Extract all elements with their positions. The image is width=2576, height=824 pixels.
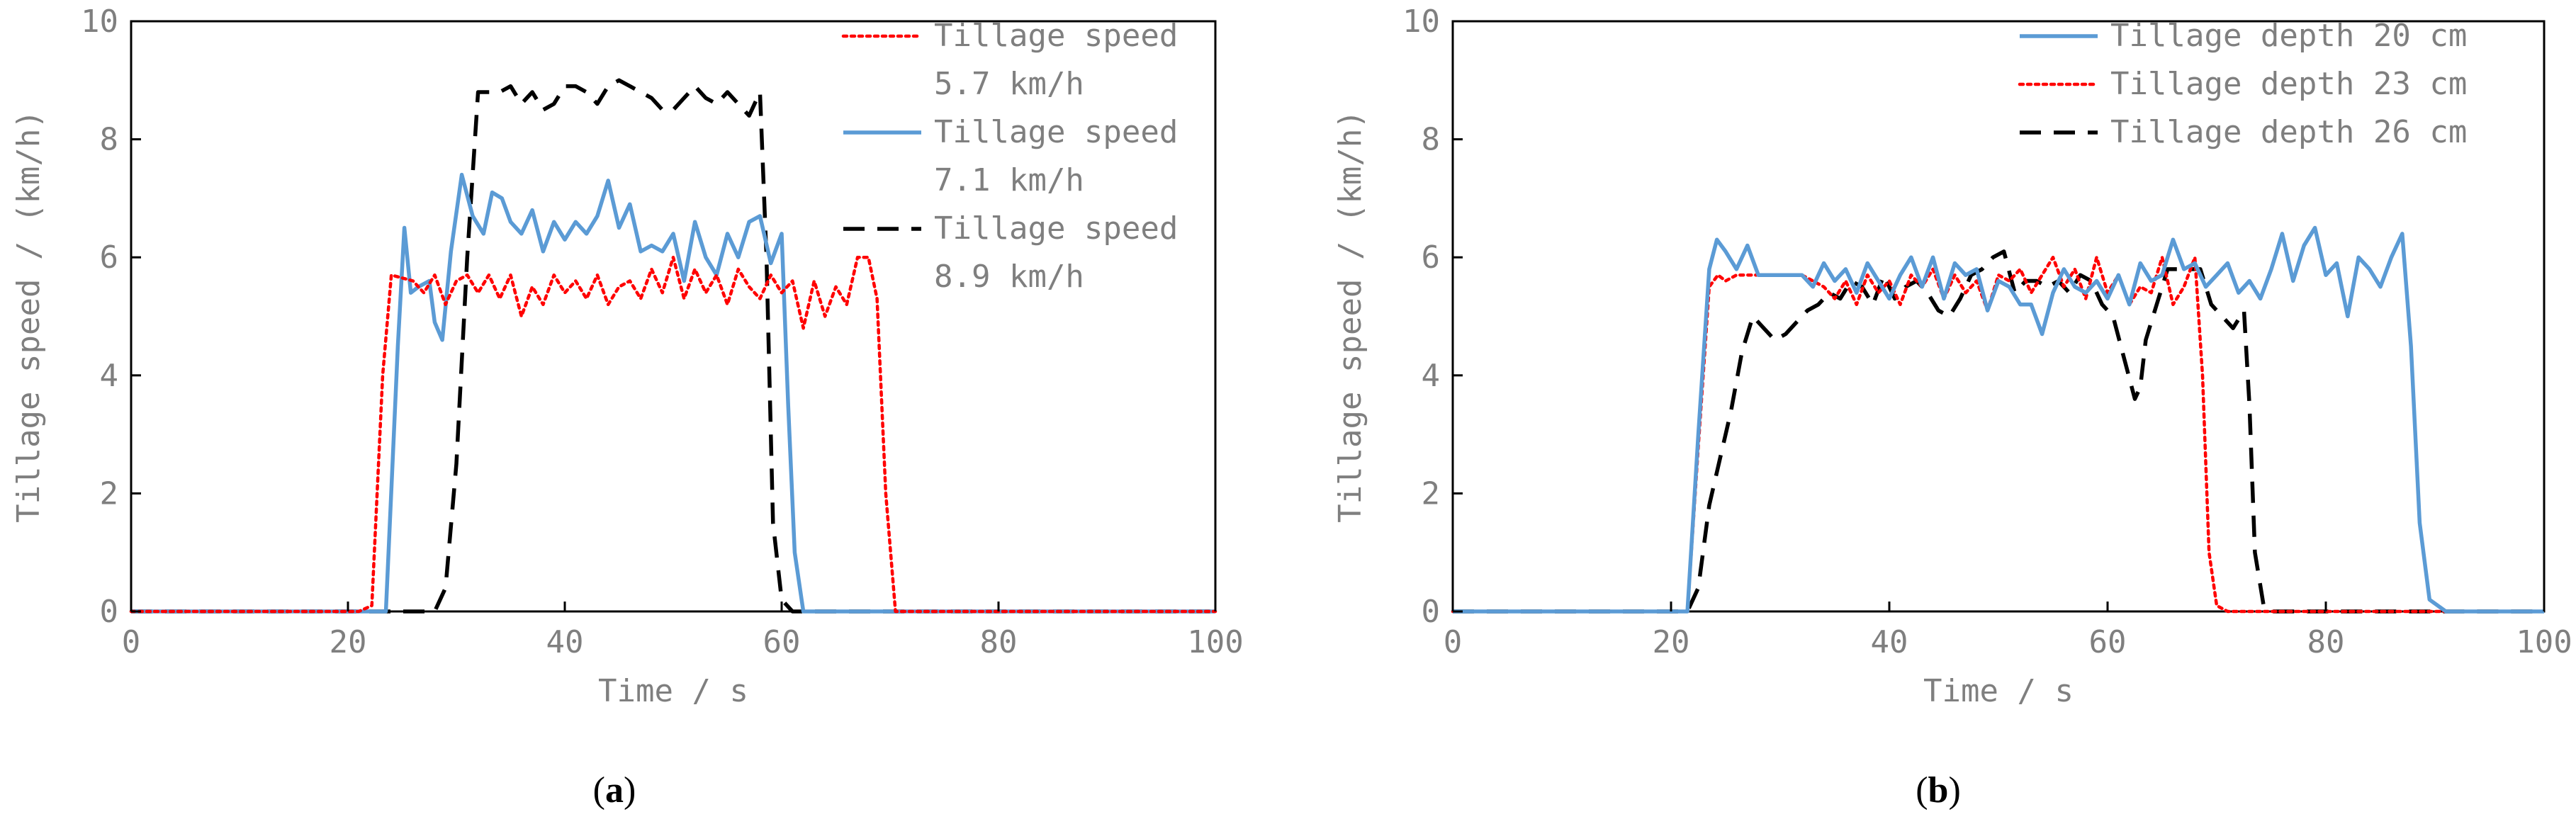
- series-group: [1451, 225, 2546, 614]
- y-tick-label: 10: [1402, 4, 1440, 40]
- legend-label: 7.1 km/h: [934, 162, 1084, 198]
- x-tick-label: 60: [2089, 624, 2127, 660]
- legend-label: Tillage speed: [934, 18, 1178, 54]
- panel-caption: (b): [1916, 770, 1961, 811]
- panel-letter: a: [605, 770, 624, 811]
- legend-label: Tillage depth 26 cm: [2110, 114, 2467, 150]
- legend-label: Tillage speed: [934, 210, 1178, 247]
- y-tick-label: 10: [81, 4, 118, 40]
- x-tick-label: 20: [330, 624, 367, 660]
- y-tick-label: 8: [1422, 122, 1441, 158]
- x-tick-label: 80: [980, 624, 1018, 660]
- legend-label: 8.9 km/h: [934, 259, 1084, 295]
- y-tick-label: 0: [1422, 594, 1441, 630]
- x-tick-label: 80: [2307, 624, 2345, 660]
- y-tick-label: 6: [100, 239, 119, 276]
- y-tick-label: 2: [100, 475, 119, 512]
- x-tick-label: 100: [1187, 624, 1243, 660]
- panel-caption: (a): [593, 770, 636, 811]
- legend: Tillage depth 20 cm Tillage depth 23 cm Ti…: [2018, 18, 2467, 150]
- legend-label: Tillage speed: [934, 114, 1178, 150]
- x-axis-label: Time / s: [1923, 673, 2074, 709]
- x-tick-label: 40: [1871, 624, 1908, 660]
- legend-label: Tillage depth 23 cm: [2110, 66, 2467, 102]
- x-axis-label: Time / s: [598, 673, 748, 709]
- y-tick-label: 6: [1422, 239, 1441, 276]
- y-axis-label: Tillage speed / (km/h): [11, 110, 47, 523]
- legend-label: Tillage depth 20 cm: [2110, 18, 2467, 54]
- chart-panel-b: 0 20 40 60 80 100 0 2 4 6 8 10 Time / s Tillage spe…: [1332, 4, 2572, 811]
- x-tick-label: 20: [1653, 624, 1690, 660]
- chart-panel-a: 0 20 40 60 80 100 0 2 4 6 8 10 Time / s Tillage spe…: [11, 4, 1244, 811]
- series-line-tillage-speed-7-1-km-h: [131, 172, 1215, 614]
- x-tick-label: 40: [546, 624, 584, 660]
- series-line-tillage-speed-8-9-km-h: [131, 78, 1215, 614]
- series-line-tillage-depth-20-cm: [1453, 225, 2544, 614]
- series-group: [129, 78, 1217, 614]
- legend-label: 5.7 km/h: [934, 66, 1084, 102]
- y-tick-label: 0: [100, 594, 119, 630]
- axis-ticks: 0 20 40 60 80 100 0 2 4 6 8 10: [1402, 4, 2572, 660]
- x-tick-label: 0: [122, 624, 141, 660]
- y-tick-label: 8: [100, 122, 119, 158]
- plot-area-frame: [1451, 20, 2546, 613]
- series-line-tillage-depth-26-cm: [1453, 249, 2544, 614]
- y-axis-label: Tillage speed / (km/h): [1332, 110, 1368, 523]
- x-tick-label: 0: [1444, 624, 1463, 660]
- y-tick-label: 2: [1422, 475, 1441, 512]
- x-tick-label: 100: [2516, 624, 2572, 660]
- y-tick-label: 4: [100, 358, 119, 394]
- panel-letter: b: [1928, 770, 1949, 811]
- series-line-tillage-speed-5-7-km-h: [129, 255, 1217, 614]
- legend: Tillage speed 5.7 km/h Tillage speed 7.1 km…: [841, 18, 1178, 295]
- x-tick-label: 60: [763, 624, 801, 660]
- y-tick-label: 4: [1422, 358, 1441, 394]
- axis-ticks: 0 20 40 60 80 100 0 2 4 6 8 10: [81, 4, 1244, 660]
- plot-area-frame: [130, 20, 1217, 613]
